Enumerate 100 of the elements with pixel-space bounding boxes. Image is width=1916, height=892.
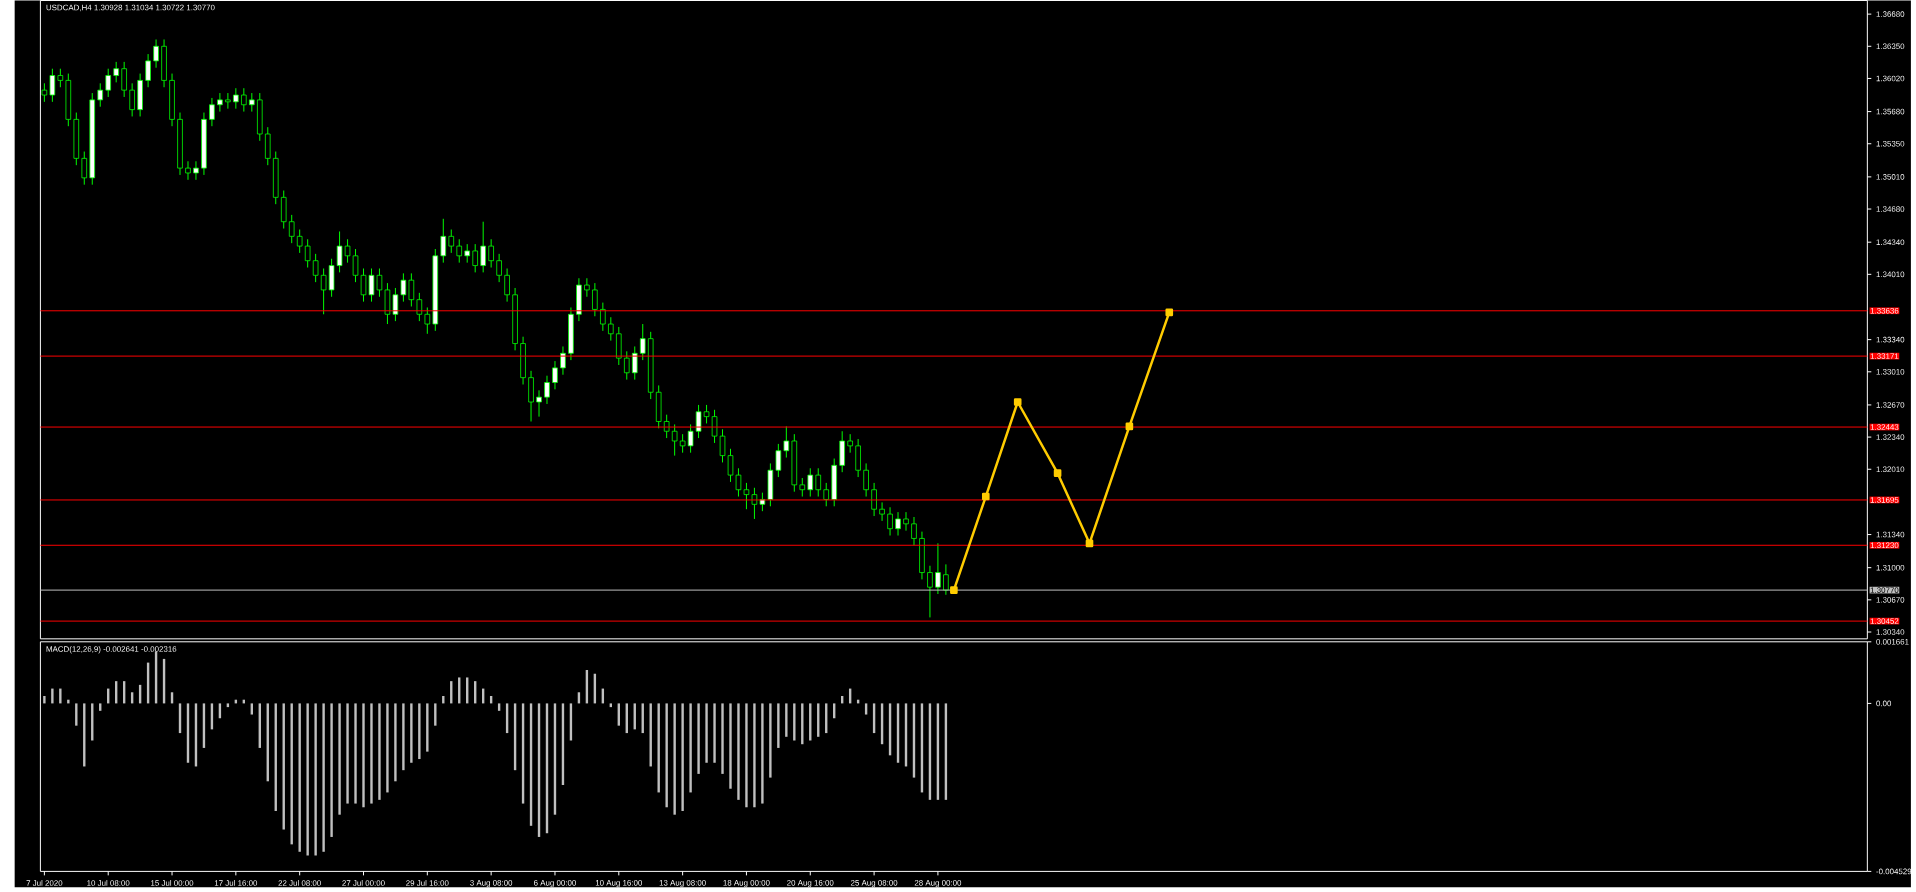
bar: [362, 703, 365, 808]
bar: [402, 703, 405, 771]
candlestick: [863, 463, 869, 498]
bar: [410, 703, 413, 763]
bar: [67, 699, 70, 704]
candlestick: [903, 511, 909, 532]
bar: [657, 703, 660, 793]
candlestick: [847, 433, 853, 454]
candlestick: [472, 243, 478, 274]
bar: [665, 703, 668, 808]
candlestick: [448, 229, 455, 254]
bar: [777, 703, 780, 749]
candlestick: [695, 404, 702, 439]
bar: [785, 703, 788, 737]
candlestick: [241, 87, 247, 113]
candlestick: [233, 87, 239, 110]
bar: [737, 703, 740, 801]
candlestick: [552, 360, 558, 391]
candlestick: [703, 404, 710, 425]
candlestick: [743, 482, 750, 510]
candlestick: [392, 287, 399, 322]
candlestick: [336, 231, 343, 274]
bar: [298, 703, 301, 852]
bar: [769, 703, 772, 778]
candlestick: [304, 238, 311, 269]
candlestick: [249, 92, 255, 113]
candlestick: [687, 424, 694, 454]
bar: [394, 703, 397, 782]
bar: [745, 703, 748, 808]
bar: [386, 703, 389, 793]
candlestick: [344, 238, 351, 264]
candlestick: [217, 92, 223, 113]
candlestick: [799, 477, 806, 498]
bar: [51, 688, 54, 704]
candlestick: [49, 68, 56, 103]
bar: [713, 703, 716, 763]
candlestick: [536, 390, 542, 418]
candlestick: [129, 83, 135, 118]
candlestick: [121, 61, 127, 98]
point: [1125, 422, 1134, 431]
candlestick: [887, 506, 893, 537]
bar: [370, 703, 373, 804]
candlestick: [608, 316, 614, 342]
bar: [378, 703, 381, 801]
bar: [426, 703, 429, 752]
candlestick: [544, 375, 550, 405]
candlestick: [943, 564, 949, 596]
candlestick: [560, 346, 566, 376]
bar: [681, 703, 684, 812]
candlestick: [105, 68, 111, 98]
candlestick: [288, 214, 295, 244]
bar: [761, 703, 764, 804]
point: [1053, 469, 1062, 478]
point: [1085, 539, 1094, 548]
bar: [705, 703, 708, 763]
candlestick: [496, 253, 502, 283]
candlestick: [871, 482, 877, 517]
candlestick: [153, 39, 159, 69]
candlestick: [225, 92, 231, 110]
candlestick: [193, 160, 199, 181]
bar: [434, 703, 437, 726]
candlestick: [504, 268, 510, 303]
point: [950, 586, 958, 595]
candlestick: [312, 253, 319, 283]
candlestick: [480, 221, 486, 274]
candlestick: [631, 346, 638, 381]
candlestick: [456, 238, 463, 264]
bar: [322, 703, 325, 852]
candlestick: [679, 433, 686, 454]
candlestick: [600, 302, 606, 332]
candlestick: [671, 424, 678, 457]
candlestick: [113, 61, 119, 84]
bar: [689, 703, 692, 793]
candlestick: [57, 68, 64, 88]
bar: [338, 703, 341, 815]
candlestick: [408, 273, 415, 308]
candlestick: [895, 511, 901, 537]
candlestick: [592, 282, 598, 317]
candlestick: [815, 467, 822, 498]
candlestick: [209, 97, 215, 127]
candlestick: [823, 482, 830, 507]
candlestick: [584, 277, 590, 298]
candlestick: [935, 543, 941, 595]
point: [981, 492, 990, 501]
candlestick: [807, 467, 814, 498]
bar: [330, 703, 333, 838]
candlestick: [145, 53, 151, 88]
candlestick: [488, 238, 494, 269]
bar: [753, 703, 756, 808]
candlestick: [97, 83, 104, 108]
bar: [418, 703, 421, 760]
candlestick: [296, 229, 303, 254]
candlestick: [185, 160, 191, 181]
bar: [793, 703, 796, 741]
candlestick: [81, 151, 88, 186]
candlestick: [879, 502, 885, 522]
point: [1013, 398, 1022, 407]
candlestick: [416, 292, 423, 322]
candlestick: [41, 83, 48, 103]
bar: [673, 703, 676, 815]
